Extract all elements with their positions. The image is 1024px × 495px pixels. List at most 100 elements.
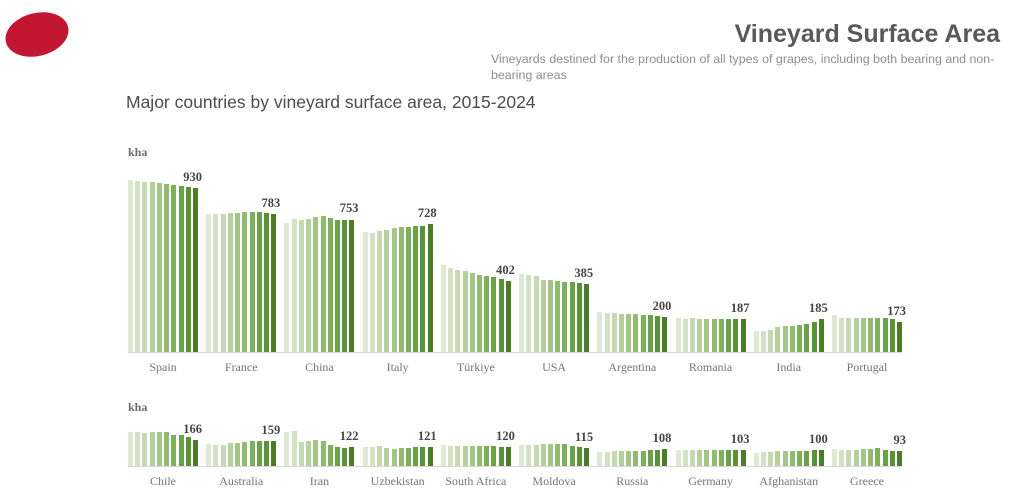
bar-spain-2023[interactable]: [185, 186, 191, 352]
bar-argentina-2019[interactable]: [626, 313, 632, 352]
bar-uzbekistan-2023[interactable]: [420, 446, 426, 466]
bar-spain-2015[interactable]: [128, 180, 133, 352]
bar-iran-2023[interactable]: [342, 447, 348, 466]
bar-italy-2022[interactable]: [413, 226, 419, 352]
bar-south-africa-2018[interactable]: [462, 445, 468, 466]
bar-australia-2021[interactable]: [249, 441, 255, 466]
bar-chile-2020[interactable]: [164, 431, 170, 466]
bar-portugal-2021[interactable]: [875, 317, 881, 352]
bar-usa-2017[interactable]: [533, 276, 539, 352]
bar-germany-2015[interactable]: [675, 449, 681, 466]
bar-portugal-2018[interactable]: [853, 318, 859, 352]
bar-greece-2021[interactable]: [875, 448, 881, 466]
bar-afghanistan-2023[interactable]: [811, 450, 817, 466]
bar-iran-2016[interactable]: [291, 431, 297, 466]
bar-greece-2018[interactable]: [853, 449, 859, 466]
bar-india-2024[interactable]: [818, 319, 824, 352]
bar-portugal-2016[interactable]: [839, 317, 845, 352]
bar-uzbekistan-2024[interactable]: [427, 446, 433, 466]
bar-australia-2022[interactable]: [256, 441, 262, 466]
bar-chile-2018[interactable]: [149, 432, 155, 466]
bar-france-2018[interactable]: [227, 213, 233, 352]
bar-china-2016[interactable]: [291, 218, 297, 352]
bar-portugal-2019[interactable]: [860, 318, 866, 352]
bar-usa-2020[interactable]: [555, 280, 561, 352]
bar-india-2019[interactable]: [782, 326, 788, 352]
bar-china-2024[interactable]: [349, 219, 355, 352]
bar-spain-2016[interactable]: [135, 180, 141, 352]
bar-italy-2017[interactable]: [377, 230, 383, 352]
bar-south-africa-2015[interactable]: [440, 445, 446, 466]
bar-italy-2023[interactable]: [420, 225, 426, 352]
bar-chile-2015[interactable]: [128, 432, 133, 466]
bar-australia-2016[interactable]: [213, 445, 219, 466]
bar-france-2019[interactable]: [235, 212, 241, 352]
bar-india-2023[interactable]: [811, 321, 817, 352]
bar-romania-2019[interactable]: [704, 318, 710, 352]
bar-moldova-2017[interactable]: [533, 444, 539, 466]
bar-china-2015[interactable]: [284, 223, 290, 352]
bar-greece-2020[interactable]: [868, 449, 874, 466]
bar-italy-2015[interactable]: [362, 232, 368, 352]
bar-moldova-2024[interactable]: [584, 447, 590, 466]
bar-france-2024[interactable]: [271, 214, 277, 352]
bar-usa-2015[interactable]: [519, 274, 525, 352]
bar-greece-2015[interactable]: [831, 449, 837, 466]
bar-italy-2018[interactable]: [384, 229, 390, 352]
bar-iran-2015[interactable]: [284, 432, 290, 466]
bar-russia-2015[interactable]: [597, 452, 603, 466]
bar-iran-2021[interactable]: [327, 444, 333, 466]
bar-australia-2018[interactable]: [227, 443, 233, 466]
bar-france-2022[interactable]: [256, 211, 262, 352]
bar-greece-2024[interactable]: [896, 451, 902, 466]
bar-iran-2017[interactable]: [298, 442, 304, 466]
bar-usa-2022[interactable]: [569, 282, 575, 352]
bar-australia-2015[interactable]: [206, 444, 212, 466]
bar-afghanistan-2017[interactable]: [768, 451, 774, 466]
bar-portugal-2017[interactable]: [846, 318, 852, 352]
bar-china-2023[interactable]: [342, 220, 348, 352]
bar-italy-2020[interactable]: [398, 227, 404, 352]
bar-chile-2016[interactable]: [135, 432, 141, 466]
bar-argentina-2020[interactable]: [633, 314, 639, 352]
bar-romania-2015[interactable]: [675, 318, 681, 352]
bar-south-africa-2024[interactable]: [505, 446, 511, 466]
bar-usa-2021[interactable]: [562, 281, 568, 352]
bar-uzbekistan-2016[interactable]: [369, 446, 375, 466]
bar-afghanistan-2015[interactable]: [753, 452, 759, 466]
bar-france-2020[interactable]: [242, 212, 248, 352]
bar-italy-2016[interactable]: [369, 233, 375, 352]
bar-russia-2020[interactable]: [633, 450, 639, 466]
bar-australia-2017[interactable]: [220, 445, 226, 466]
bar-south-africa-2021[interactable]: [484, 446, 490, 466]
bar-france-2015[interactable]: [206, 213, 212, 352]
bar-australia-2023[interactable]: [263, 441, 269, 466]
bar-t-rkiye-2016[interactable]: [448, 267, 454, 352]
bar-chile-2024[interactable]: [192, 439, 198, 466]
bar-romania-2017[interactable]: [689, 318, 695, 352]
bar-russia-2019[interactable]: [626, 451, 632, 466]
bar-portugal-2020[interactable]: [868, 317, 874, 352]
bar-moldova-2015[interactable]: [519, 445, 525, 466]
bar-t-rkiye-2024[interactable]: [505, 281, 511, 352]
bar-russia-2021[interactable]: [640, 450, 646, 466]
bar-romania-2020[interactable]: [711, 318, 717, 352]
bar-south-africa-2023[interactable]: [498, 446, 504, 466]
bar-australia-2020[interactable]: [242, 441, 248, 466]
bar-portugal-2023[interactable]: [889, 318, 895, 352]
bar-afghanistan-2024[interactable]: [818, 450, 824, 466]
bar-usa-2024[interactable]: [584, 284, 590, 352]
bar-china-2022[interactable]: [334, 219, 340, 352]
bar-moldova-2020[interactable]: [555, 443, 561, 466]
bar-uzbekistan-2018[interactable]: [384, 448, 390, 466]
bar-usa-2023[interactable]: [576, 283, 582, 352]
bar-argentina-2018[interactable]: [618, 313, 624, 352]
bar-south-africa-2016[interactable]: [448, 445, 454, 466]
bar-china-2017[interactable]: [298, 219, 304, 352]
bar-t-rkiye-2020[interactable]: [476, 274, 482, 352]
bar-uzbekistan-2019[interactable]: [391, 448, 397, 466]
bar-chile-2023[interactable]: [185, 437, 191, 466]
bar-iran-2024[interactable]: [349, 446, 355, 466]
bar-afghanistan-2021[interactable]: [797, 450, 803, 466]
bar-romania-2016[interactable]: [682, 318, 688, 352]
